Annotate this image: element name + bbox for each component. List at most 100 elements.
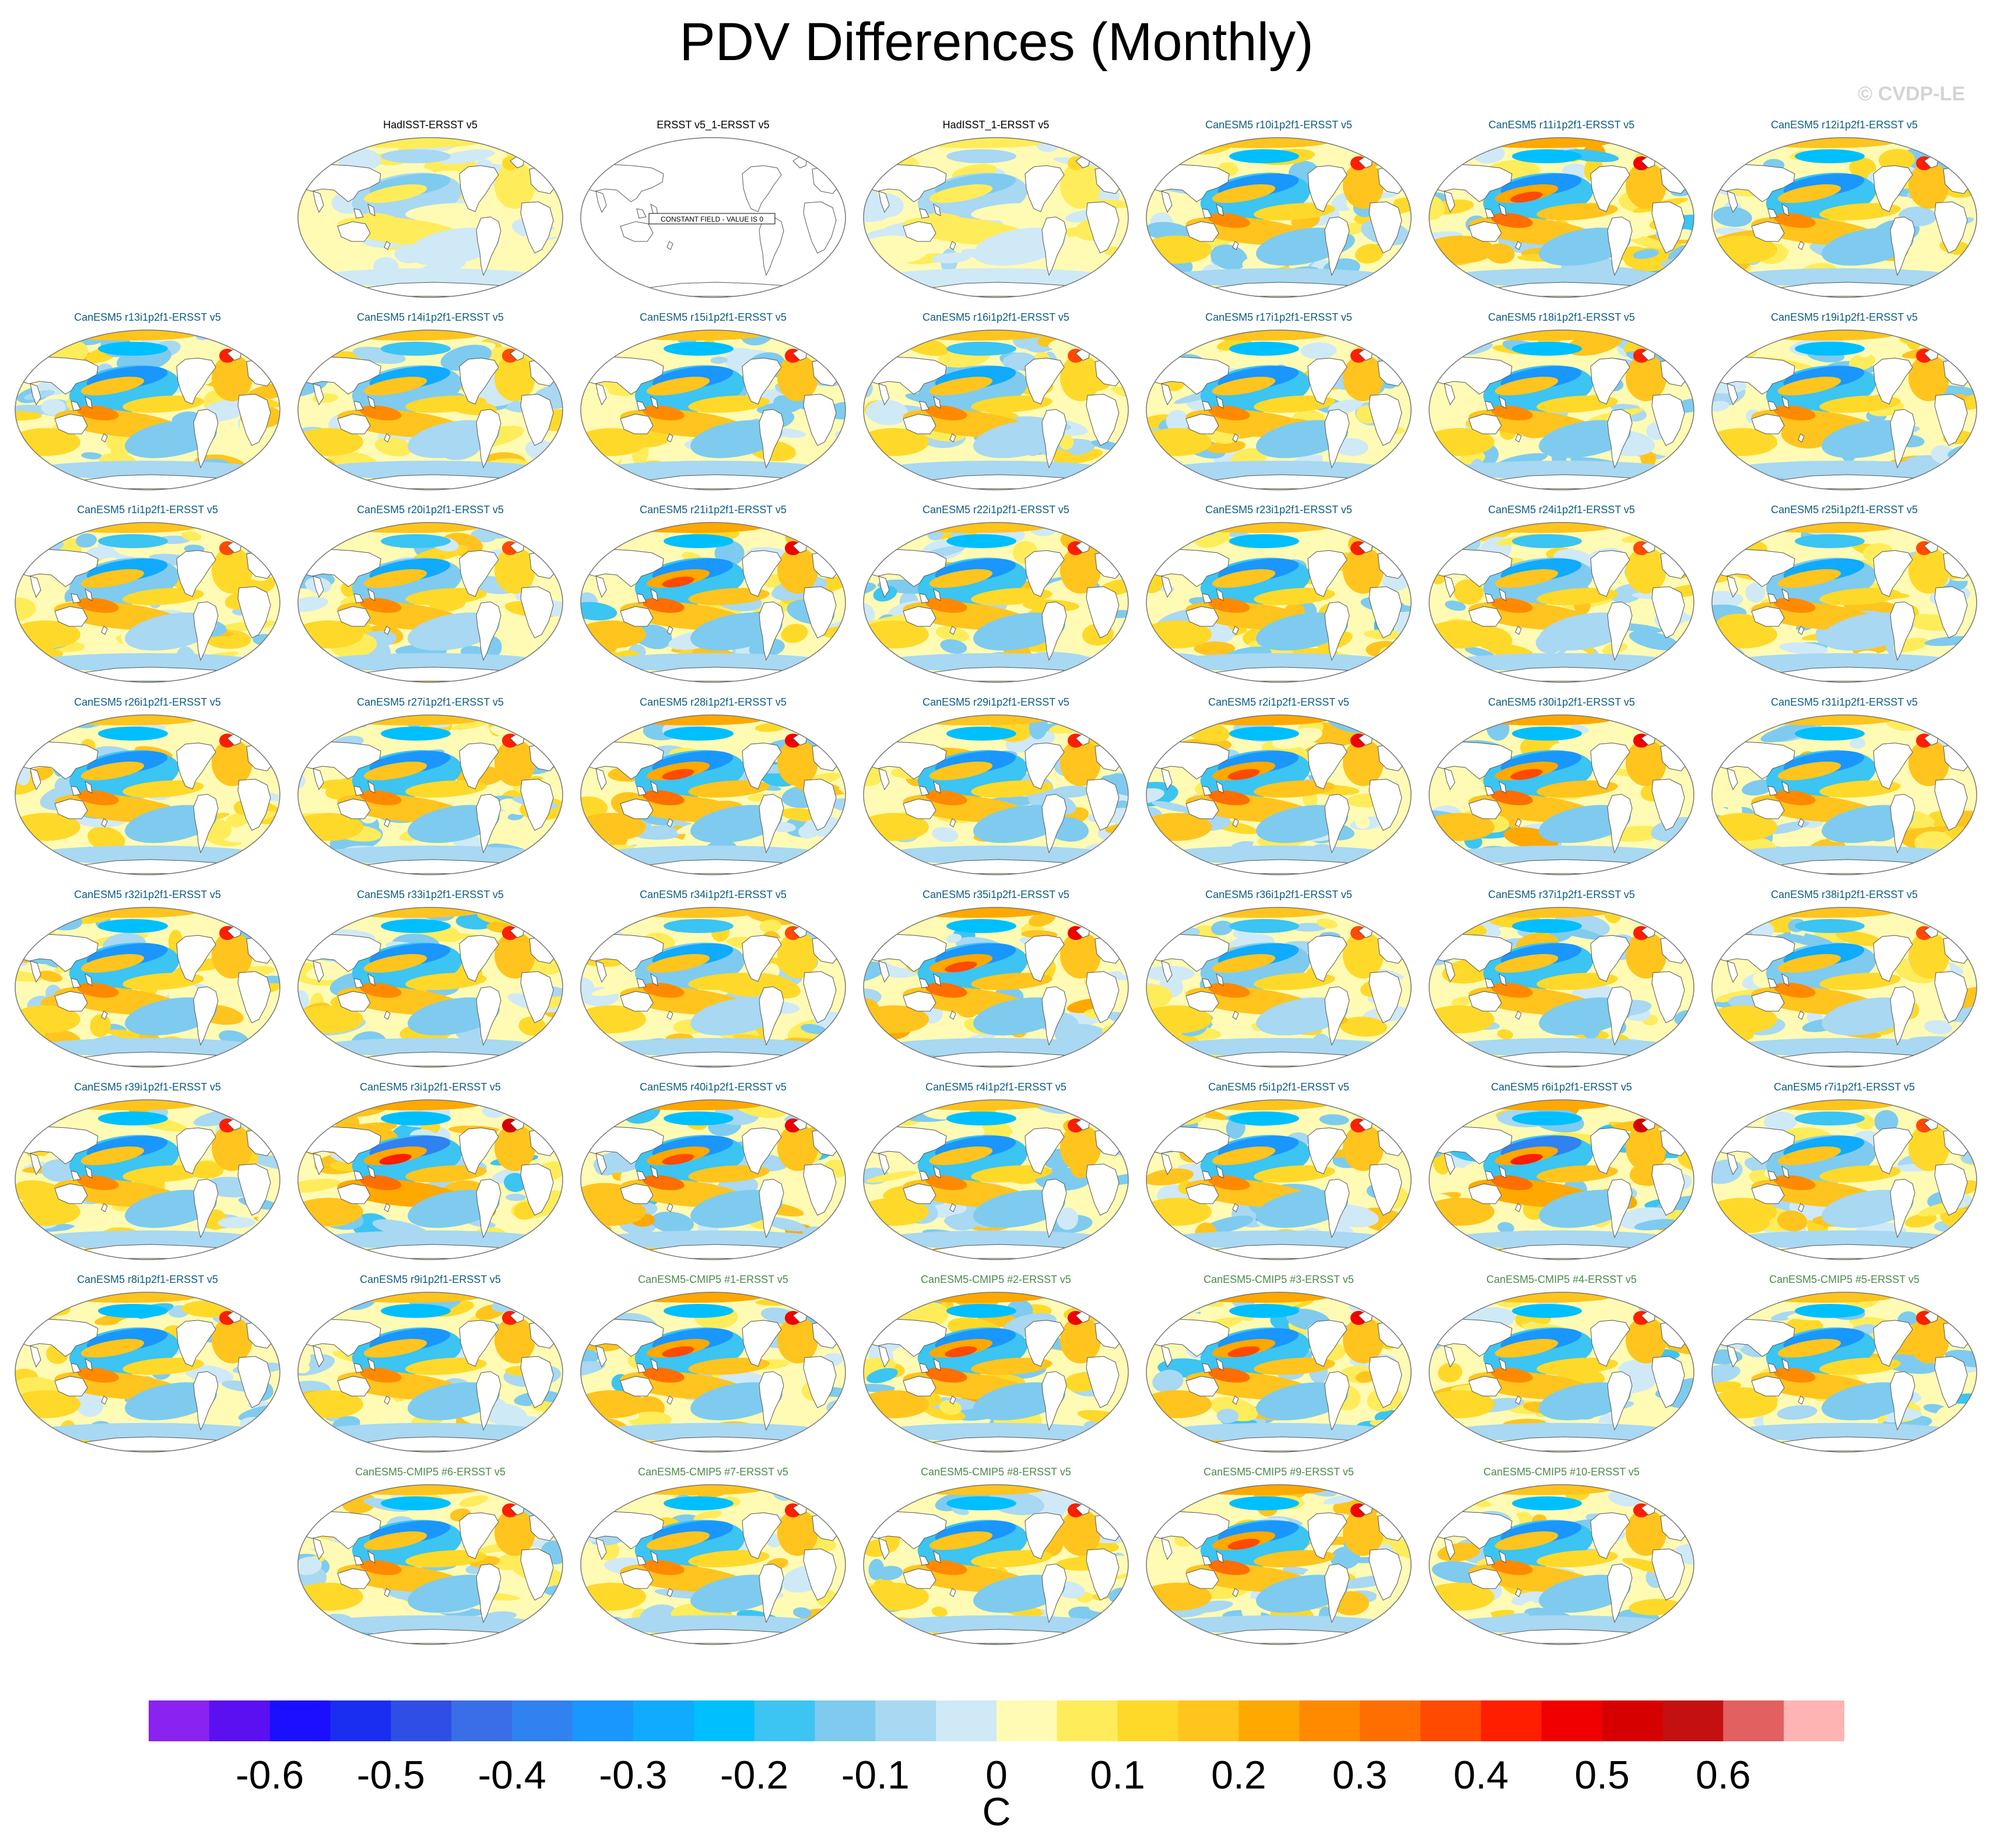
sst-anomaly-patch [643, 983, 685, 998]
sst-anomaly-patch [549, 138, 563, 156]
sst-anomaly-patch [581, 1037, 601, 1060]
land-mask [742, 165, 782, 212]
map-panel: CanESM5 r25i1p2f1-ERSST v5 [1707, 504, 1981, 689]
sst-anomaly-patch [1712, 286, 1721, 297]
sst-anomaly-patch [31, 1230, 264, 1249]
land-mask [30, 576, 41, 598]
land-mask [1607, 409, 1633, 469]
sst-anomaly-patch [545, 1423, 563, 1437]
sst-anomaly-patch [314, 846, 547, 864]
global-map [580, 1484, 846, 1645]
global-map [1711, 329, 1977, 490]
sst-anomaly-patch [251, 1423, 272, 1447]
sst-anomaly-patch [1626, 739, 1666, 786]
sst-anomaly-patch [1512, 1111, 1582, 1125]
sst-anomaly-patch [939, 1400, 962, 1415]
land-mask [193, 986, 219, 1046]
sst-anomaly-patch [1874, 1110, 1899, 1133]
land-mask [1781, 1165, 1790, 1179]
sst-anomaly-patch [1512, 727, 1582, 741]
sst-anomaly-patch [534, 1436, 557, 1452]
sst-anomaly-patch [314, 1038, 547, 1057]
sst-anomaly-patch [1060, 162, 1101, 209]
sst-anomaly-patch [408, 227, 500, 266]
sst-anomaly-patch [1212, 1146, 1276, 1165]
map-panel: CanESM5 r39i1p2f1-ERSST v5 [10, 1081, 285, 1267]
land-mask [1499, 203, 1507, 216]
sst-anomaly-patch [946, 1496, 1016, 1510]
sst-anomaly-patch [1166, 409, 1190, 433]
colorbar-swatch [1420, 1700, 1482, 1741]
sst-anomaly-patch [1777, 377, 1841, 395]
sst-anomaly-patch [1667, 138, 1694, 151]
land-mask [1767, 208, 1778, 219]
sst-anomaly-patch [1097, 658, 1128, 676]
sst-anomaly-patch [1370, 1112, 1402, 1125]
global-map [580, 329, 846, 490]
map-panel: CanESM5 r3i1p2f1-ERSST v5 [293, 1081, 567, 1267]
land-mask [949, 1203, 956, 1212]
land-mask [1798, 241, 1805, 250]
land-mask [878, 191, 890, 213]
sst-anomaly-patch [549, 268, 563, 287]
map-border [863, 714, 1129, 875]
land-mask [367, 588, 376, 601]
colorbar-swatch [1480, 1700, 1542, 1741]
sst-anomaly-patch [381, 1304, 451, 1318]
land-mask [237, 394, 271, 446]
land-mask [919, 1363, 929, 1373]
sst-anomaly-patch [664, 534, 734, 548]
sst-anomaly-patch [408, 997, 500, 1036]
land-mask [237, 971, 271, 1023]
map-panel: CanESM5 r28i1p2f1-ERSST v5 [576, 696, 850, 882]
land-mask [1499, 1165, 1507, 1179]
map-border [863, 522, 1129, 683]
land-mask [1751, 1183, 1785, 1204]
sst-anomaly-patch [1630, 1631, 1650, 1644]
sst-anomaly-patch [15, 1107, 37, 1120]
sst-anomaly-patch [1457, 283, 1477, 297]
sst-anomaly-patch [710, 356, 728, 364]
land-mask [1607, 794, 1633, 854]
sst-anomaly-patch [1229, 1111, 1299, 1125]
sst-anomaly-patch [798, 1633, 817, 1643]
sst-anomaly-patch [971, 973, 1052, 990]
sst-anomaly-patch [1208, 1367, 1250, 1383]
land-mask [459, 550, 499, 597]
map-border [580, 329, 846, 490]
colorbar-swatch [1602, 1700, 1664, 1741]
sst-anomaly-patch [1160, 1104, 1206, 1125]
sst-anomaly-patch [690, 805, 783, 843]
land-mask [1751, 606, 1785, 627]
sst-anomaly-patch [1491, 598, 1533, 613]
land-mask [1444, 768, 1455, 791]
sst-anomaly-patch [1629, 630, 1679, 651]
sst-anomaly-patch [298, 669, 328, 682]
sst-anomaly-patch [1849, 157, 1876, 178]
sst-anomaly-patch [538, 1292, 563, 1309]
sst-anomaly-patch [1464, 647, 1495, 658]
sst-anomaly-patch [1227, 769, 1260, 780]
panel-title: CanESM5-CMIP5 #4-ERSST v5 [1486, 1274, 1637, 1285]
map-border [1146, 522, 1412, 683]
sst-anomaly-patch [1123, 829, 1128, 844]
sst-anomaly-patch [1536, 973, 1618, 990]
map-border [297, 714, 563, 875]
sst-anomaly-patch [1646, 1242, 1694, 1256]
sst-anomaly-patch [1343, 1124, 1384, 1171]
sst-anomaly-patch [31, 653, 264, 672]
sst-anomaly-patch [932, 827, 959, 842]
land-mask [1727, 191, 1738, 213]
sst-anomaly-patch [1107, 1232, 1128, 1256]
panel-title: CanESM5 r7i1p2f1-ERSST v5 [1774, 1081, 1915, 1093]
sst-anomaly-patch [15, 739, 31, 749]
land-mask [933, 1165, 941, 1179]
sst-anomaly-patch [1111, 523, 1128, 540]
sst-anomaly-patch [1728, 1230, 1961, 1249]
sst-anomaly-patch [1712, 469, 1726, 490]
map-border [1711, 907, 1977, 1068]
land-mask [1202, 786, 1212, 796]
sst-anomaly-patch [597, 469, 615, 479]
sst-anomaly-patch [1777, 184, 1841, 203]
sst-anomaly-patch [1111, 1115, 1128, 1132]
